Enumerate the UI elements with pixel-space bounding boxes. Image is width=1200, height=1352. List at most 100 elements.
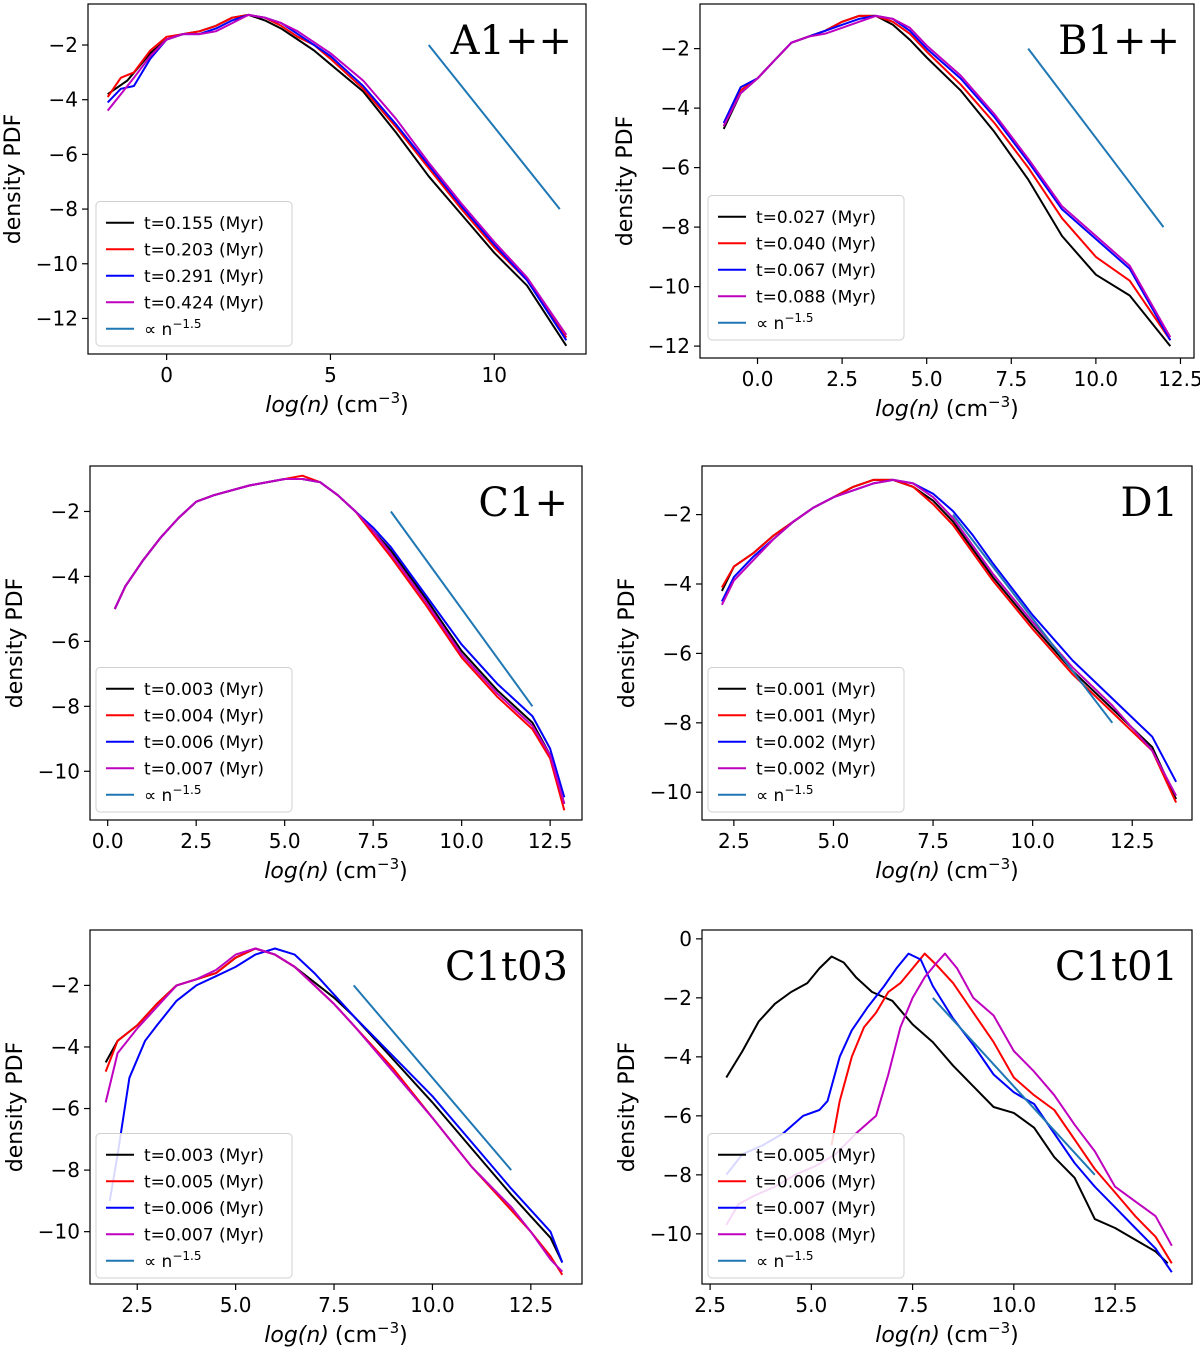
x-axis-label: log(n) (cm−3) <box>875 855 1018 884</box>
x-tick-label: 0.0 <box>92 829 124 853</box>
plot-frame <box>701 929 1193 1285</box>
legend-entry-name: t=0.007 (Myr) <box>144 759 264 779</box>
x-tick-label: 2.5 <box>180 829 212 853</box>
y-tick-label: −6 <box>51 629 80 653</box>
x-axis-label-base: log(n) <box>264 1323 329 1348</box>
legend-entry-exponent: −1.5 <box>172 783 201 797</box>
legend-entry-name: t=0.002 (Myr) <box>756 759 876 779</box>
legend-box <box>95 667 293 813</box>
x-tick-label: 5.0 <box>269 829 301 853</box>
legend-entry: t=0.003 (Myr) <box>144 1146 264 1166</box>
x-tick-label: 7.5 <box>897 1293 929 1317</box>
legend-entry-name: t=0.006 (Myr) <box>144 1199 264 1219</box>
x-tick-label: 10.0 <box>1074 367 1119 391</box>
panel-5: 2.5 5.0 7.5 10.0 12.5 −10 −8 −6 −4 −2 log(n) (cm−3)… <box>3 929 583 1348</box>
legend-entry: t=0.008 (Myr) <box>756 1225 876 1245</box>
legend-entry: ∝ n−1.5 <box>756 1249 813 1272</box>
plot-frame <box>87 3 587 355</box>
series-line-4 <box>722 14 1172 338</box>
legend-entry-name: ∝ n <box>756 314 784 334</box>
x-axis-label-close: ) <box>1010 1323 1019 1348</box>
legend: t=0.003 (Myr) t=0.004 (Myr) t=0.006 (Myr) t… <box>95 667 293 813</box>
legend-entry: t=0.006 (Myr) <box>144 1199 264 1219</box>
legend-entry-name: t=0.027 (Myr) <box>756 208 876 228</box>
legend-entry-name: t=0.002 (Myr) <box>756 733 876 753</box>
legend-entry-name: t=0.005 (Myr) <box>756 1146 876 1166</box>
x-tick-label: 7.5 <box>995 367 1027 391</box>
y-tick-label: −2 <box>51 499 80 523</box>
legend-entry-name: t=0.007 (Myr) <box>144 1225 264 1245</box>
legend-entry-name: t=0.008 (Myr) <box>756 1225 876 1245</box>
x-axis-label-base: log(n) <box>264 859 329 884</box>
y-tick-label: −8 <box>51 1158 80 1182</box>
y-tick-label: −4 <box>661 96 690 120</box>
legend-box <box>95 201 293 347</box>
legend: t=0.005 (Myr) t=0.006 (Myr) t=0.007 (Myr) t… <box>707 1133 905 1279</box>
legend-entry-name: t=0.003 (Myr) <box>144 680 264 700</box>
y-axis-label: density PDF <box>3 1042 28 1173</box>
legend-entry: t=0.005 (Myr) <box>756 1146 876 1166</box>
x-tick-label: 5.0 <box>818 829 850 853</box>
legend-box <box>707 1133 905 1279</box>
legend-entry: t=0.002 (Myr) <box>756 759 876 779</box>
y-tick-label: −6 <box>663 1104 692 1128</box>
y-tick-label: −6 <box>661 156 690 180</box>
y-axis-label: density PDF <box>1 114 26 245</box>
x-axis-label-unit: (cm <box>946 1323 988 1348</box>
legend-entry: t=0.088 (Myr) <box>756 287 876 307</box>
x-axis-label-close: ) <box>1010 859 1019 884</box>
series-line-4 <box>113 478 566 805</box>
legend-entry-name: t=0.006 (Myr) <box>144 733 264 753</box>
series-line-1 <box>725 955 1169 1265</box>
panel-title: C1+ <box>478 480 568 526</box>
x-axis-label: log(n) (cm−3) <box>875 393 1018 422</box>
legend-entry: t=0.424 (Myr) <box>144 293 264 313</box>
x-axis-label-unit: (cm <box>946 859 988 884</box>
panel-title: A1++ <box>450 18 572 64</box>
legend-entry-name: t=0.424 (Myr) <box>144 293 264 313</box>
legend-entry-name: ∝ n <box>144 1252 172 1272</box>
legend-entry-name: t=0.005 (Myr) <box>144 1172 264 1192</box>
y-tick-label: −12 <box>36 306 78 330</box>
legend-entry: t=0.007 (Myr) <box>144 759 264 779</box>
legend-entry-name: ∝ n <box>756 786 784 806</box>
x-axis-label-exponent: −3 <box>988 855 1010 873</box>
x-tick-label: 10.0 <box>992 1293 1037 1317</box>
y-tick-label: −12 <box>648 334 690 358</box>
x-axis-label-exponent: −3 <box>988 1319 1010 1337</box>
legend-entry: t=0.155 (Myr) <box>144 214 264 234</box>
series-line-3 <box>108 947 564 1263</box>
legend-entry: t=0.006 (Myr) <box>144 733 264 753</box>
x-axis-label-base: log(n) <box>875 397 940 422</box>
x-tick-label: 7.5 <box>318 1293 350 1317</box>
power-law-line <box>932 997 1096 1176</box>
y-tick-label: −2 <box>663 503 692 527</box>
panel-title: B1++ <box>1058 18 1180 64</box>
y-tick-label: −8 <box>661 215 690 239</box>
plot-frame <box>89 929 583 1285</box>
y-tick-label: −6 <box>51 1097 80 1121</box>
legend-box <box>707 195 905 341</box>
legend-entry-name: t=0.203 (Myr) <box>144 240 264 260</box>
y-axis-label: density PDF <box>615 1042 640 1173</box>
legend-entry: t=0.067 (Myr) <box>756 261 876 281</box>
legend: t=0.003 (Myr) t=0.005 (Myr) t=0.006 (Myr) t… <box>95 1133 293 1279</box>
x-axis-label: log(n) (cm−3) <box>264 1319 407 1348</box>
panel-title: C1t01 <box>1055 944 1178 990</box>
legend-entry-name: t=0.004 (Myr) <box>144 706 264 726</box>
legend-entry-exponent: −1.5 <box>172 1249 201 1263</box>
legend-entry-exponent: −1.5 <box>784 1249 813 1263</box>
x-tick-label: 12.5 <box>509 1293 554 1317</box>
y-tick-label: −8 <box>663 711 692 735</box>
legend-entry: t=0.005 (Myr) <box>144 1172 264 1192</box>
x-tick-label: 10.0 <box>1010 829 1055 853</box>
x-tick-label: 7.5 <box>357 829 389 853</box>
legend-entry: t=0.007 (Myr) <box>756 1199 876 1219</box>
plot-frame <box>699 3 1195 359</box>
y-tick-label: −10 <box>38 759 80 783</box>
series-line-2 <box>106 13 568 339</box>
y-tick-label: −10 <box>650 780 692 804</box>
legend-entry: ∝ n−1.5 <box>756 311 813 334</box>
x-tick-label: 2.5 <box>694 1293 726 1317</box>
